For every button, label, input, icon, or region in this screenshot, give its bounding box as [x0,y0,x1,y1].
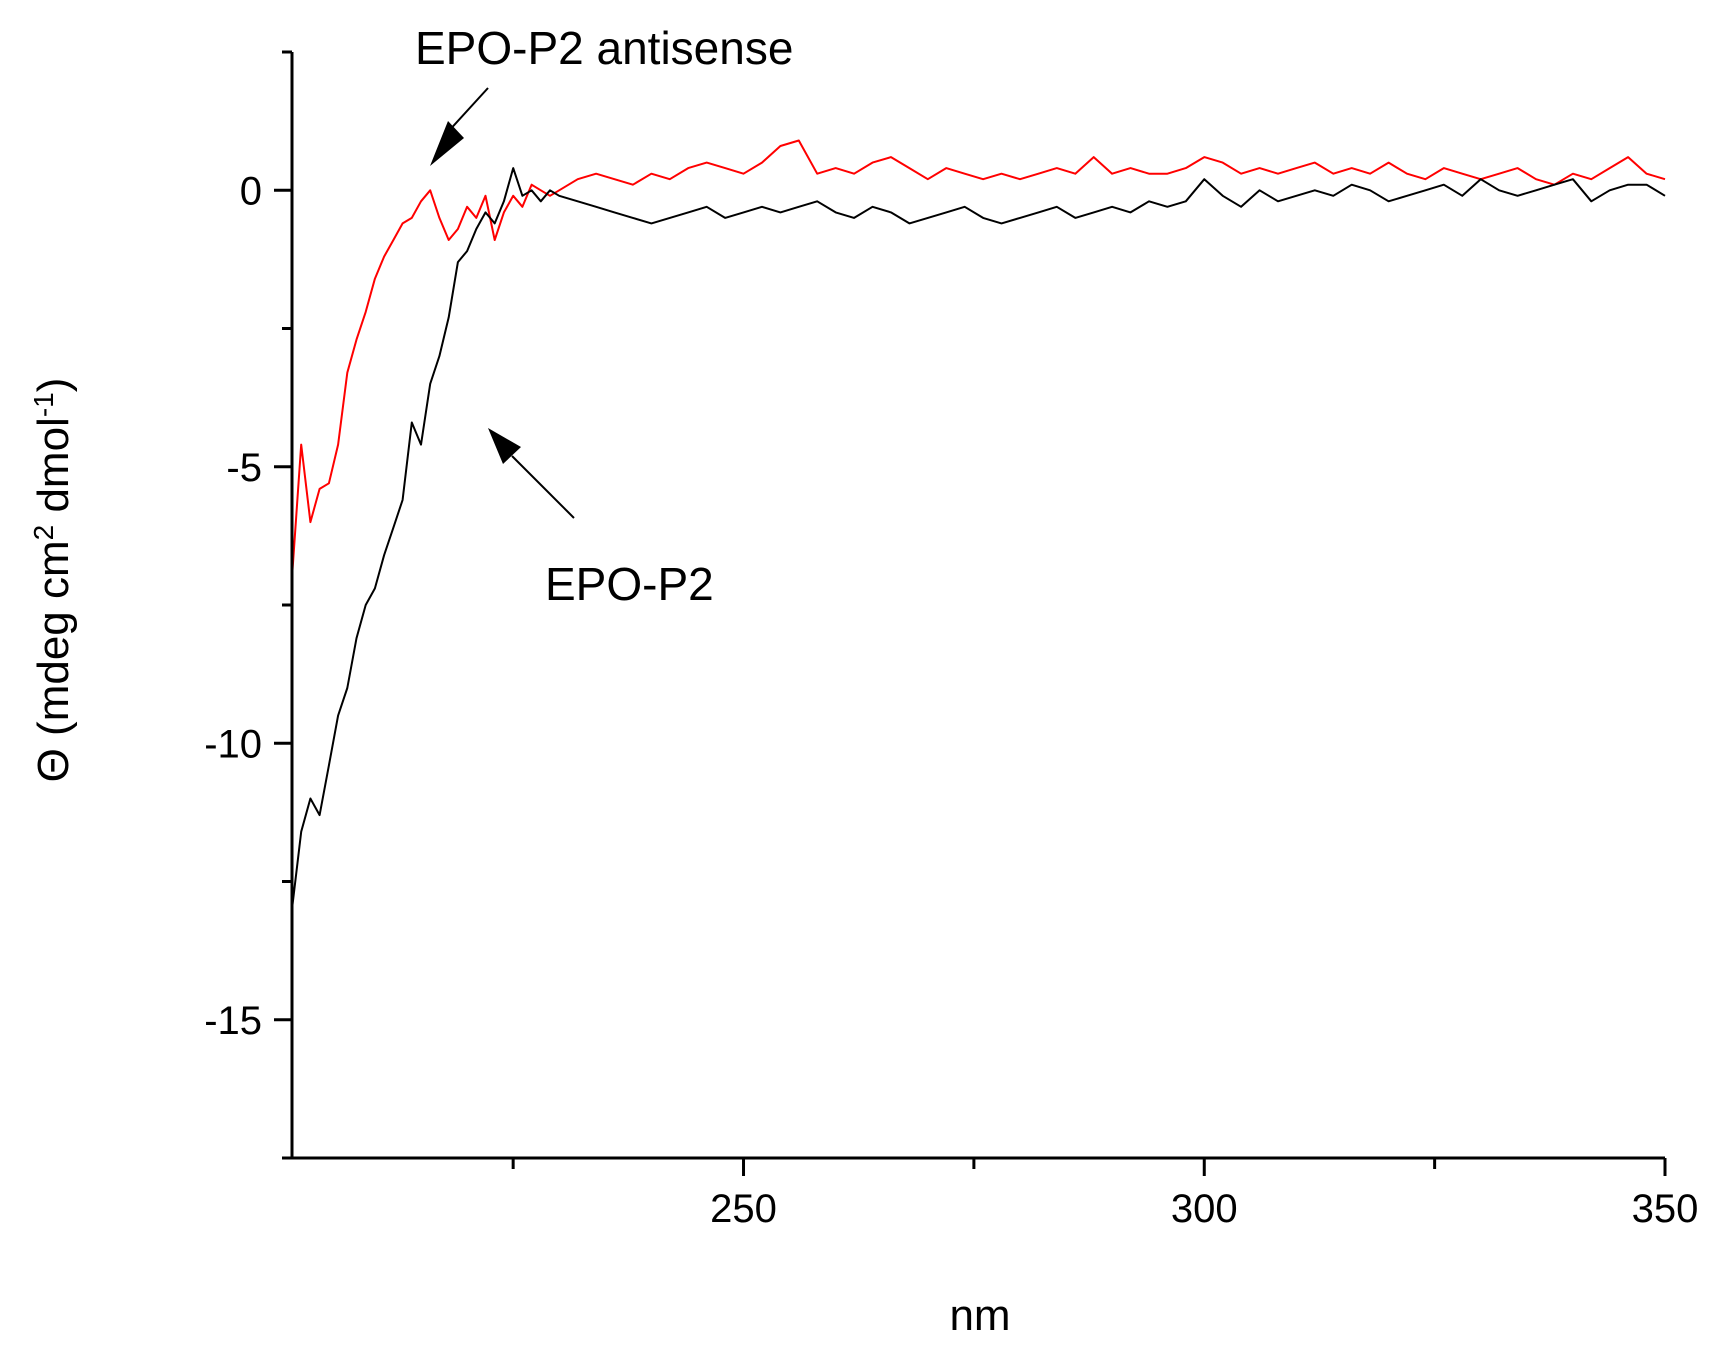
y-axis-title-part1: Θ (mdeg cm [29,540,78,782]
y-axis-title-sup1: 2 [28,525,59,541]
y-tick-label-0: 0 [240,169,262,213]
x-axis-title: nm [949,1291,1010,1340]
x-tick-label-250: 250 [710,1187,777,1231]
y-axis-title-sup2: -1 [28,392,59,417]
annotation-epo-p2-arrow-shaft [511,455,575,519]
y-axis-title: Θ (mdeg cm2 dmol-1) [28,378,79,783]
y-tick-label-5: -5 [226,446,262,490]
x-tick-label-300: 300 [1171,1187,1238,1231]
y-tick-label-15: -15 [204,999,262,1043]
series-line-epo-p2-antisense [291,139,1666,578]
y-axis-title-part3: ) [29,378,78,393]
y-tick-label-10: -10 [204,722,262,766]
x-tick-label-350: 350 [1632,1187,1699,1231]
annotation-epo-p2-label: EPO-P2 [545,558,714,610]
annotation-epo-p2-antisense-label: EPO-P2 antisense [415,22,793,74]
x-axis-ticks: 250 300 350 [511,1158,1699,1231]
annotation-layer: EPO-P2 antisense EPO-P2 [415,22,793,610]
series-line-epo-p2 [291,167,1666,910]
series-layer [291,139,1666,910]
annotation-epo-p2-antisense-arrow-head [430,121,464,166]
annotation-epo-p2-arrow-head [488,428,521,464]
y-axis-ticks: 0 -5 -10 -15 [204,50,292,1160]
y-axis-title-part2: dmol [29,417,78,525]
